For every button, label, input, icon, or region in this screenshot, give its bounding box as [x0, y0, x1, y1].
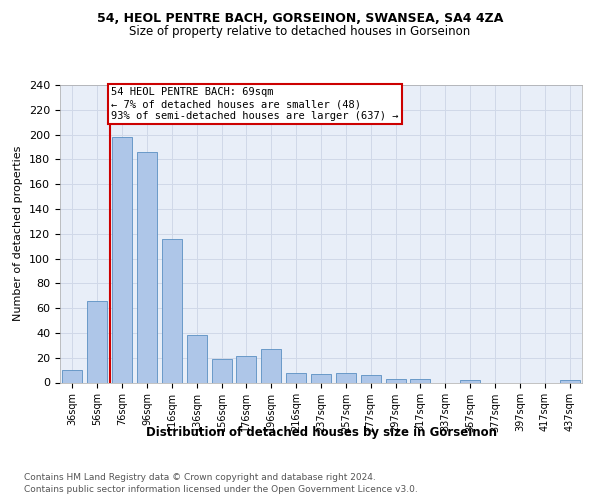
Bar [410, 379, 430, 382]
Bar [361, 375, 380, 382]
Bar [336, 372, 356, 382]
Bar [460, 380, 480, 382]
Text: 54, HEOL PENTRE BACH, GORSEINON, SWANSEA, SA4 4ZA: 54, HEOL PENTRE BACH, GORSEINON, SWANSEA… [97, 12, 503, 26]
Bar [311, 374, 331, 382]
Text: Contains public sector information licensed under the Open Government Licence v3: Contains public sector information licen… [24, 485, 418, 494]
Bar [112, 137, 132, 382]
Bar [286, 372, 306, 382]
Bar [137, 152, 157, 382]
Bar [236, 356, 256, 382]
Bar [262, 349, 281, 382]
Text: Size of property relative to detached houses in Gorseinon: Size of property relative to detached ho… [130, 25, 470, 38]
Text: Distribution of detached houses by size in Gorseinon: Distribution of detached houses by size … [146, 426, 497, 439]
Bar [212, 359, 232, 382]
Bar [162, 238, 182, 382]
Bar [386, 379, 406, 382]
Bar [62, 370, 82, 382]
Text: Contains HM Land Registry data © Crown copyright and database right 2024.: Contains HM Land Registry data © Crown c… [24, 472, 376, 482]
Bar [560, 380, 580, 382]
Y-axis label: Number of detached properties: Number of detached properties [13, 146, 23, 322]
Text: 54 HEOL PENTRE BACH: 69sqm
← 7% of detached houses are smaller (48)
93% of semi-: 54 HEOL PENTRE BACH: 69sqm ← 7% of detac… [111, 88, 398, 120]
Bar [88, 300, 107, 382]
Bar [187, 336, 206, 382]
